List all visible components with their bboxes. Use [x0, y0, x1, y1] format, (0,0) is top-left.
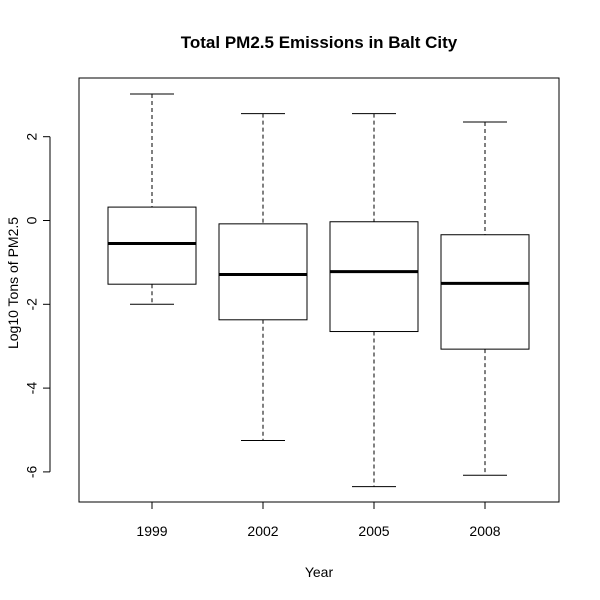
- y-tick-label: -2: [24, 298, 40, 311]
- y-tick-label: 0: [24, 216, 40, 224]
- y-axis-label: Log10 Tons of PM2.5: [5, 217, 21, 349]
- chart-marks: -6 -4 -2 0 2 1999 2002 2005 2008: [24, 93, 530, 539]
- box-iqr: [329, 221, 419, 333]
- box-iqr: [218, 223, 308, 321]
- x-tick-label: 1999: [136, 523, 167, 539]
- box-iqr: [107, 206, 197, 285]
- y-tick-label: 2: [24, 133, 40, 141]
- y-tick-label: -4: [24, 382, 40, 395]
- x-tick-label: 2002: [247, 523, 278, 539]
- box-iqr: [440, 234, 530, 350]
- y-tick-label: -6: [24, 465, 40, 478]
- x-tick-label: 2005: [358, 523, 389, 539]
- chart-title: Total PM2.5 Emissions in Balt City: [181, 33, 458, 52]
- x-axis-label: Year: [305, 564, 334, 580]
- x-tick-label: 2008: [469, 523, 500, 539]
